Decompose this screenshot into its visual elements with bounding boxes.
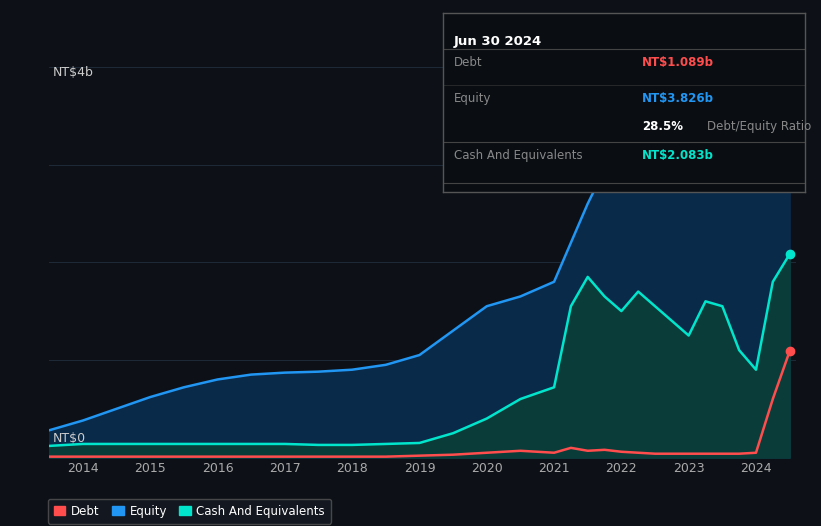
Text: Equity: Equity [454,92,492,105]
Text: 28.5%: 28.5% [642,120,683,134]
Text: Jun 30 2024: Jun 30 2024 [454,35,543,48]
Text: NT$1.089b: NT$1.089b [642,56,714,69]
Text: Debt: Debt [454,56,483,69]
Text: NT$4b: NT$4b [53,66,94,79]
Text: NT$3.826b: NT$3.826b [642,92,714,105]
Text: NT$2.083b: NT$2.083b [642,149,714,162]
Text: NT$0: NT$0 [53,432,86,446]
Text: Debt/Equity Ratio: Debt/Equity Ratio [707,120,811,134]
Text: Cash And Equivalents: Cash And Equivalents [454,149,583,162]
Legend: Debt, Equity, Cash And Equivalents: Debt, Equity, Cash And Equivalents [48,499,331,523]
